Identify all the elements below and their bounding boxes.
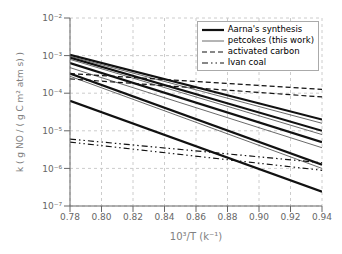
html-text:Ivan coal: Ivan coal (227, 57, 266, 67)
svg-text:0.86: 0.86 (186, 212, 206, 222)
svg-text:0.92: 0.92 (280, 212, 300, 222)
svg-text:10³/T (k⁻¹): 10³/T (k⁻¹) (170, 231, 222, 242)
svg-text:0.84: 0.84 (154, 212, 174, 222)
svg-text:10⁻⁴: 10⁻⁴ (42, 88, 62, 98)
svg-text:0.90: 0.90 (249, 212, 269, 222)
html-text:Aarna's synthesis: Aarna's synthesis (227, 24, 303, 34)
svg-text:10⁻⁷: 10⁻⁷ (42, 201, 62, 211)
svg-text:0.80: 0.80 (91, 212, 111, 222)
svg-text:0.78: 0.78 (60, 212, 80, 222)
svg-text:10⁻⁵: 10⁻⁵ (42, 126, 62, 136)
svg-text:0.88: 0.88 (217, 212, 237, 222)
svg-text:10⁻⁶: 10⁻⁶ (42, 164, 62, 174)
svg-text:0.82: 0.82 (123, 212, 143, 222)
html-text:activated carbon: activated carbon (227, 46, 300, 56)
svg-text:0.94: 0.94 (312, 212, 332, 222)
svg-text:k ( g NO / ( g C m² atm s) ): k ( g NO / ( g C m² atm s) ) (15, 52, 25, 172)
svg-text:10⁻³: 10⁻³ (42, 51, 62, 61)
svg-text:10⁻²: 10⁻² (42, 13, 62, 23)
html-text:petcokes (this work): petcokes (this work) (227, 35, 314, 45)
